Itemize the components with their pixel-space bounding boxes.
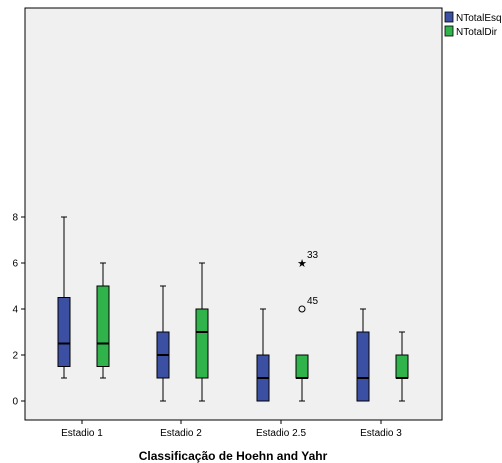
box xyxy=(395,354,409,379)
box xyxy=(195,308,209,379)
box-NTotalDir-3 xyxy=(395,331,409,402)
legend: NTotalEsq NTotalDir xyxy=(444,11,502,38)
x-tick-label: Estadio 3 xyxy=(360,428,402,439)
box-NTotalEsq-3 xyxy=(356,308,370,402)
x-axis: Estadio 1 Estadio 2 Estadio 2.5 Estadio 3 xyxy=(61,420,402,439)
y-tick-label: 4 xyxy=(12,305,18,316)
box-NTotalEsq-2 xyxy=(256,308,270,402)
box-NTotalDir-1 xyxy=(195,262,209,402)
box xyxy=(295,354,309,379)
y-tick-label: 0 xyxy=(12,397,18,408)
outlier-group: ★33 45 xyxy=(297,250,319,313)
plot-area xyxy=(24,7,443,421)
y-axis: 0 2 4 6 8 xyxy=(12,213,25,408)
box-NTotalEsq-0 xyxy=(57,216,71,379)
outlier-star: ★ xyxy=(297,257,307,270)
legend-label: NTotalDir xyxy=(456,27,498,38)
legend-label: NTotalEsq xyxy=(456,13,502,24)
outlier-label: 33 xyxy=(307,250,319,261)
outlier-label: 45 xyxy=(307,296,319,307)
x-axis-title: Classificação de Hoehn and Yahr xyxy=(139,449,328,463)
box xyxy=(356,331,370,402)
x-tick-label: Estadio 1 xyxy=(61,428,103,439)
box-NTotalDir-0 xyxy=(96,262,110,379)
box-NTotalEsq-1 xyxy=(156,285,170,402)
box-group xyxy=(57,216,409,402)
box xyxy=(57,297,71,367)
y-tick-label: 2 xyxy=(12,351,18,362)
box xyxy=(96,285,110,367)
x-tick-label: Estadio 2.5 xyxy=(256,428,306,439)
y-tick-label: 6 xyxy=(12,259,18,270)
x-tick-label: Estadio 2 xyxy=(160,428,202,439)
legend-swatch xyxy=(444,11,454,23)
outlier-circle xyxy=(298,305,306,313)
y-tick-label: 8 xyxy=(12,213,18,224)
legend-swatch xyxy=(444,25,454,37)
box-NTotalDir-2 xyxy=(295,354,309,402)
